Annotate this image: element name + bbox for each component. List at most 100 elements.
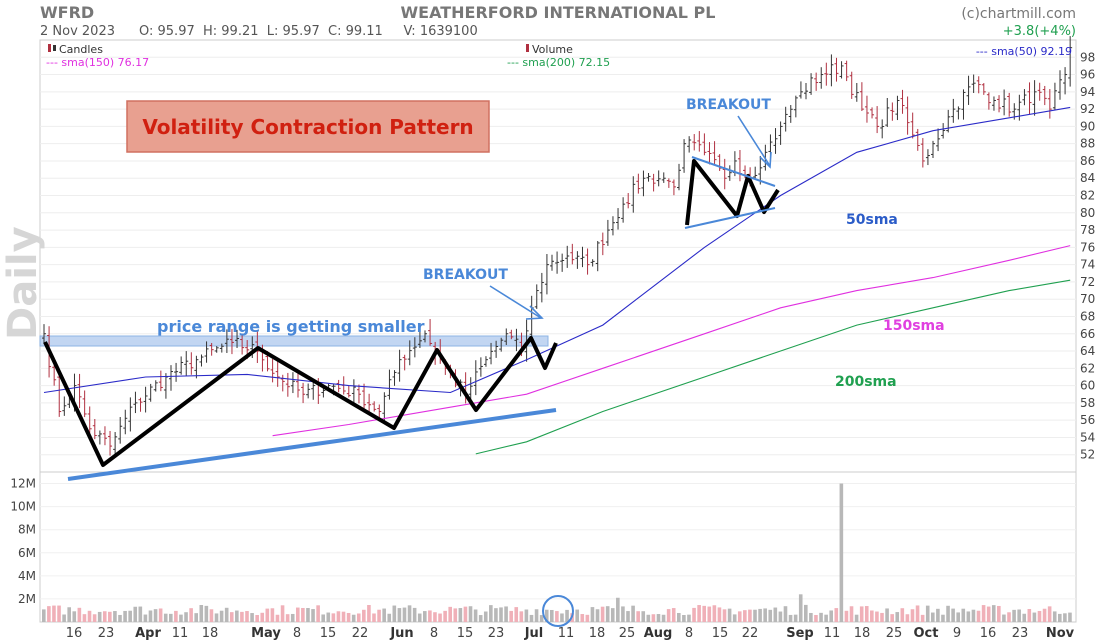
volume-bar [931,612,935,622]
volume-tick-label: 2M [18,592,36,606]
volume-bar [250,613,254,622]
date-tick-label: 8 [293,626,301,640]
volume-bar [453,608,458,622]
volume-bar [113,611,117,622]
date-tick-label: 9 [953,626,961,640]
price-tick-label: 72 [1080,275,1095,289]
legend-sma200: --- sma(200) 72.15 [507,56,610,69]
volume-bar [717,607,722,622]
date-tick-label: 18 [589,626,606,640]
volume-bar [946,605,950,622]
volume-bar [986,606,991,622]
volume-bar [712,605,717,622]
volume-bar [296,607,300,622]
volume-bar [991,605,996,622]
date-tick-label: Aug [644,626,673,640]
volume-bar [123,610,127,622]
volume-bar [489,605,493,622]
price-tick-label: 74 [1080,258,1095,272]
volume-tick-label: 12M [10,477,36,491]
volume-bar [331,613,336,622]
volume-bar [671,608,676,622]
candles [42,36,1073,457]
date-tick-label: 23 [488,626,505,640]
volume-bar [910,609,915,622]
volume-bar [158,608,163,622]
volume-bar [778,611,783,622]
volume-bar [1063,613,1067,622]
volume-bar [209,609,214,622]
volume-bar [52,605,56,622]
price-tick-label: 82 [1080,189,1095,203]
volume-bar [824,614,828,622]
date-axis: 16 23 Apr 11 18 May 8 15 22 Jun 8 15 23 Jul 11 18 25 Aug 8… [66,626,1075,640]
volume-bar [819,612,823,622]
volume-bar [1017,609,1021,622]
volume-bar [854,614,859,622]
price-tick-label: 76 [1080,240,1095,254]
volume-bar [707,606,712,622]
volume-bar [499,607,503,622]
date-tick-label: 15 [320,626,337,640]
volume-bar [905,614,910,622]
volume-bar [565,609,569,622]
volume-bar [428,610,432,622]
volume-bar [229,612,234,622]
volume-bar [443,610,447,622]
volume-bar [641,611,646,622]
volume-bar [677,612,681,622]
volume-bar [646,614,651,622]
volume-bar [346,612,351,622]
breakout-label-1: BREAKOUT [423,267,508,283]
price-tick-label: 52 [1080,448,1095,462]
volume-bar [864,606,869,622]
volume-bar [199,605,204,622]
volume-bar [763,608,767,622]
volume-bar [956,612,960,622]
volume-bar [265,608,270,622]
volume-bar [57,605,61,622]
volume-bar [895,612,900,622]
volume-bar [397,608,402,622]
volume-bar [900,608,905,622]
volume-bar [915,605,920,622]
volume-bar [108,611,112,622]
volume-bar [804,604,808,622]
volume-bar [417,613,422,622]
volume-bar [275,614,280,622]
volume-bar [1022,613,1027,622]
volume-bar [42,609,46,622]
price-tick-label: 98 [1080,50,1095,64]
volume-bar [727,608,732,622]
price-tick-label: 64 [1080,344,1095,358]
volume-bar [925,605,930,622]
legend-candles: Candles [48,43,103,56]
volume-bar [768,609,773,622]
volume-bar [682,615,686,622]
volume-bar [82,614,87,622]
volume-bar [67,607,71,622]
volume-bar [743,610,747,622]
volume-panel-frame [39,471,1077,623]
volume-bar [423,611,427,622]
volume-bar [788,614,793,622]
volume-bar [336,611,341,622]
volume-bar [468,606,473,622]
breakout-arrow-1 [489,285,542,319]
date-tick-label: 15 [457,626,474,640]
date-tick-label: 22 [352,626,369,640]
price-tick-label: 54 [1080,430,1095,444]
sma-line [475,279,1071,455]
volume-bar [534,609,539,622]
date-tick-label: 25 [886,626,903,640]
price-change: +3.8(+4%) [1003,24,1076,39]
volume-bar [656,614,661,622]
price-tick-label: 62 [1080,361,1095,375]
volume-bar [174,610,178,622]
volume-bar [981,605,986,622]
quote-date: 2 Nov 2023 [40,24,115,39]
pattern-title: Volatility Contraction Pattern [142,115,473,139]
volume-bar [194,613,198,622]
